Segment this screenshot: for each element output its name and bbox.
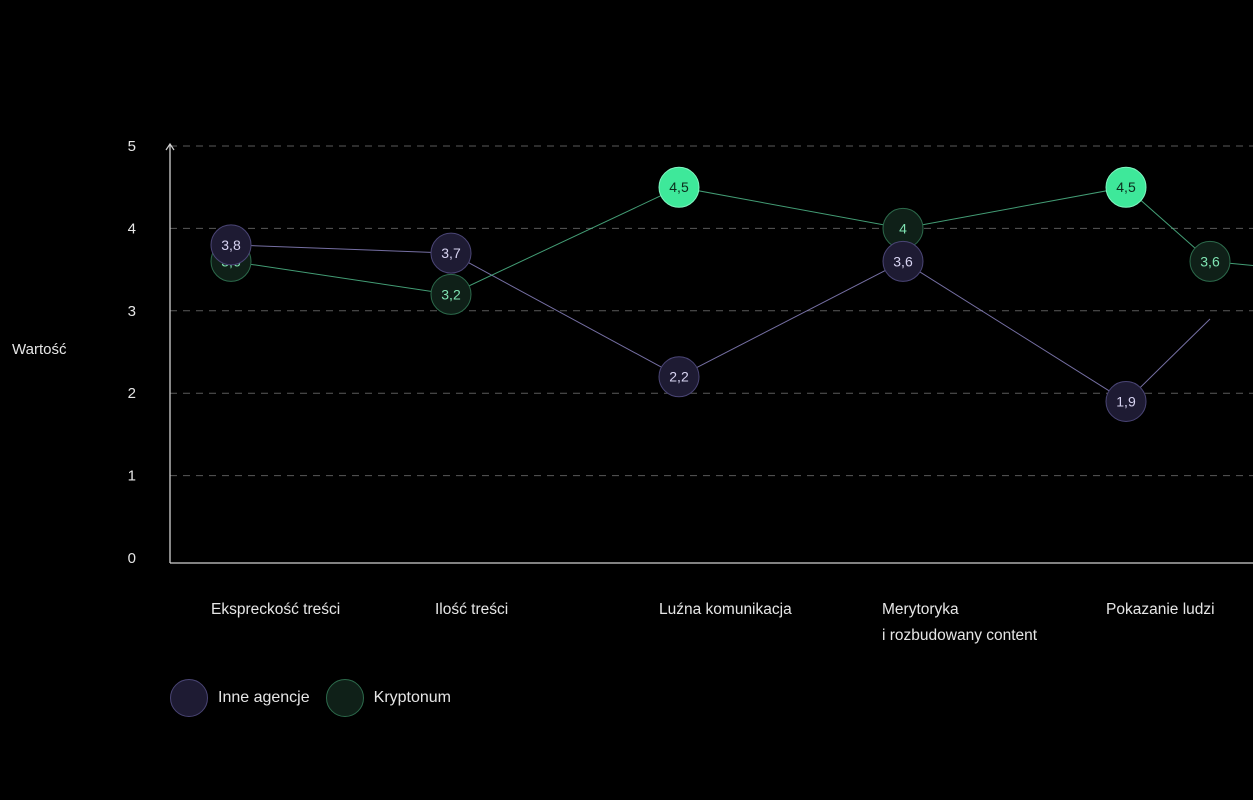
series-line-kryptonum: [230, 186, 1253, 295]
x-category-label: Merytoryka: [882, 601, 959, 618]
legend-item-inne-agencje: Inne agencje: [170, 679, 310, 717]
series-line-inne-agencje: [230, 244, 1211, 403]
data-label-kryptonum: 4,5: [1116, 179, 1136, 195]
y-tick-label-3: 3: [128, 303, 136, 320]
data-point-kryptonum: [658, 166, 700, 208]
data-label-inne-agencje: 3,6: [893, 253, 913, 269]
legend-swatch-inne-agencje: [170, 679, 208, 717]
y-tick-label-0: 0: [128, 550, 136, 567]
data-label-kryptonum: 3,6: [1200, 253, 1220, 269]
y-tick-label-4: 4: [128, 220, 136, 237]
y-axis-arrow: [165, 142, 175, 151]
data-label-inne-agencje: 2,2: [669, 369, 689, 385]
data-label-kryptonum: 4: [899, 220, 907, 236]
y-tick-label-5: 5: [128, 138, 136, 155]
legend-item-kryptonum: Kryptonum: [325, 679, 452, 717]
data-point-inne-agencje: [430, 232, 472, 274]
x-category-label: Luźna komunikacja: [659, 601, 792, 618]
data-point-inne-agencje: [882, 240, 924, 282]
x-category-label: Pokazanie ludzi: [1106, 601, 1215, 618]
x-category-label: Ilość treści: [435, 601, 508, 618]
data-point-kryptonum: [1189, 240, 1231, 282]
data-label-inne-agencje: 3,8: [221, 237, 241, 253]
data-point-inne-agencje: [658, 356, 700, 398]
y-tick-label-2: 2: [128, 385, 136, 402]
y-axis-label: Wartość: [12, 341, 67, 358]
data-point-inne-agencje: [1105, 380, 1147, 422]
data-point-inne-agencje: [210, 224, 252, 266]
y-tick-label-1: 1: [128, 468, 136, 485]
data-label-kryptonum: 4,5: [669, 179, 689, 195]
data-point-kryptonum: [430, 273, 472, 315]
x-category-label: Ekspreckość treści: [211, 601, 340, 618]
data-label-kryptonum: 3,2: [441, 286, 461, 302]
data-label-inne-agencje: 3,7: [441, 245, 461, 261]
legend-swatch-kryptonum: [325, 679, 364, 717]
legend: Inne agencje Kryptonum: [170, 679, 475, 717]
data-point-kryptonum: [1105, 166, 1147, 208]
x-category-label: i rozbudowany content: [882, 627, 1038, 644]
data-label-inne-agencje: 1,9: [1116, 393, 1136, 409]
legend-label-inne-agencje: Inne agencje: [218, 689, 310, 706]
legend-label-kryptonum: Kryptonum: [373, 689, 452, 706]
